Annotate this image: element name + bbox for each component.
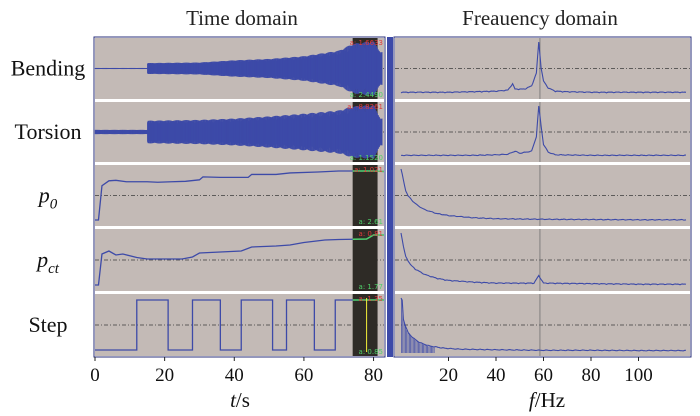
freq-tick-label: 40 xyxy=(487,365,506,386)
row-label-p0: p0 xyxy=(37,183,58,213)
time-series-p0 xyxy=(95,170,385,221)
freq-tick-label: 80 xyxy=(582,365,601,386)
time-frame xyxy=(93,36,386,358)
time-highlight-pct xyxy=(352,234,384,240)
frequency-domain-chart xyxy=(393,36,692,358)
time-series-bending xyxy=(94,41,383,96)
time-tick-label: 40 xyxy=(225,365,244,386)
time-cursor-zone-step xyxy=(352,294,378,356)
freq-tick-label: 20 xyxy=(439,365,458,386)
readout-bottom-torsion: a: 1.1520 xyxy=(350,154,383,162)
time-tick-label: 0 xyxy=(90,365,100,386)
row-labels: Bending Torsion p0 pct Step xyxy=(11,56,86,338)
time-series-pct xyxy=(95,234,384,286)
readout-top-p0: a: 1.021 xyxy=(354,166,383,174)
row-label-bending: Bending xyxy=(11,56,86,81)
readout-top-step: a: 1.35 xyxy=(359,295,383,303)
time-tick-label: 20 xyxy=(155,365,174,386)
row-label-torsion: Torsion xyxy=(15,119,82,144)
readout-bottom-pct: a: 1.77 xyxy=(359,283,383,291)
freq-series-pct xyxy=(400,232,687,286)
panel-separator xyxy=(387,37,393,357)
readout-bottom-p0: a: 2.61 xyxy=(359,218,383,226)
row-label-pct: pct xyxy=(35,247,60,277)
time-series-torsion xyxy=(94,105,383,159)
frequency-axis-label: f/Hz xyxy=(529,388,565,412)
time-series-step xyxy=(95,299,384,351)
time-tick-label: 60 xyxy=(294,365,313,386)
freq-tick-label: 60 xyxy=(534,365,553,386)
readout-top-bending: a: 1.6633 xyxy=(350,39,383,47)
freq-series-torsion xyxy=(400,105,687,157)
row-label-step: Step xyxy=(28,312,67,337)
time-domain-chart: a: 1.6633 a: 2.4490 a: -8.8261 a: 1.1520 a: … xyxy=(93,36,393,358)
time-axis-label: t/s xyxy=(230,388,250,412)
time-domain-header: Time domain xyxy=(186,6,298,30)
time-cursor-zone-pct xyxy=(352,229,378,291)
readout-top-pct: a: 0.81 xyxy=(359,230,383,238)
frequency-domain-header: Freauency domain xyxy=(462,6,618,30)
freq-series-bending xyxy=(400,41,687,94)
frequency-x-axis: 20 40 60 80 100 xyxy=(439,357,653,386)
time-tick-label: 80 xyxy=(364,365,383,386)
freq-series-p0 xyxy=(400,168,687,221)
freq-series-step xyxy=(400,297,687,352)
readout-top-torsion: a: -8.8261 xyxy=(347,103,383,111)
time-x-axis: 0 20 40 60 80 xyxy=(90,357,383,386)
freq-frame xyxy=(393,36,692,358)
time-cursor-zone-p0 xyxy=(352,165,378,226)
readout-bottom-bending: a: 2.4490 xyxy=(350,91,383,99)
freq-tick-label: 100 xyxy=(624,365,653,386)
readout-bottom-step: a: 0.85 xyxy=(359,348,383,356)
